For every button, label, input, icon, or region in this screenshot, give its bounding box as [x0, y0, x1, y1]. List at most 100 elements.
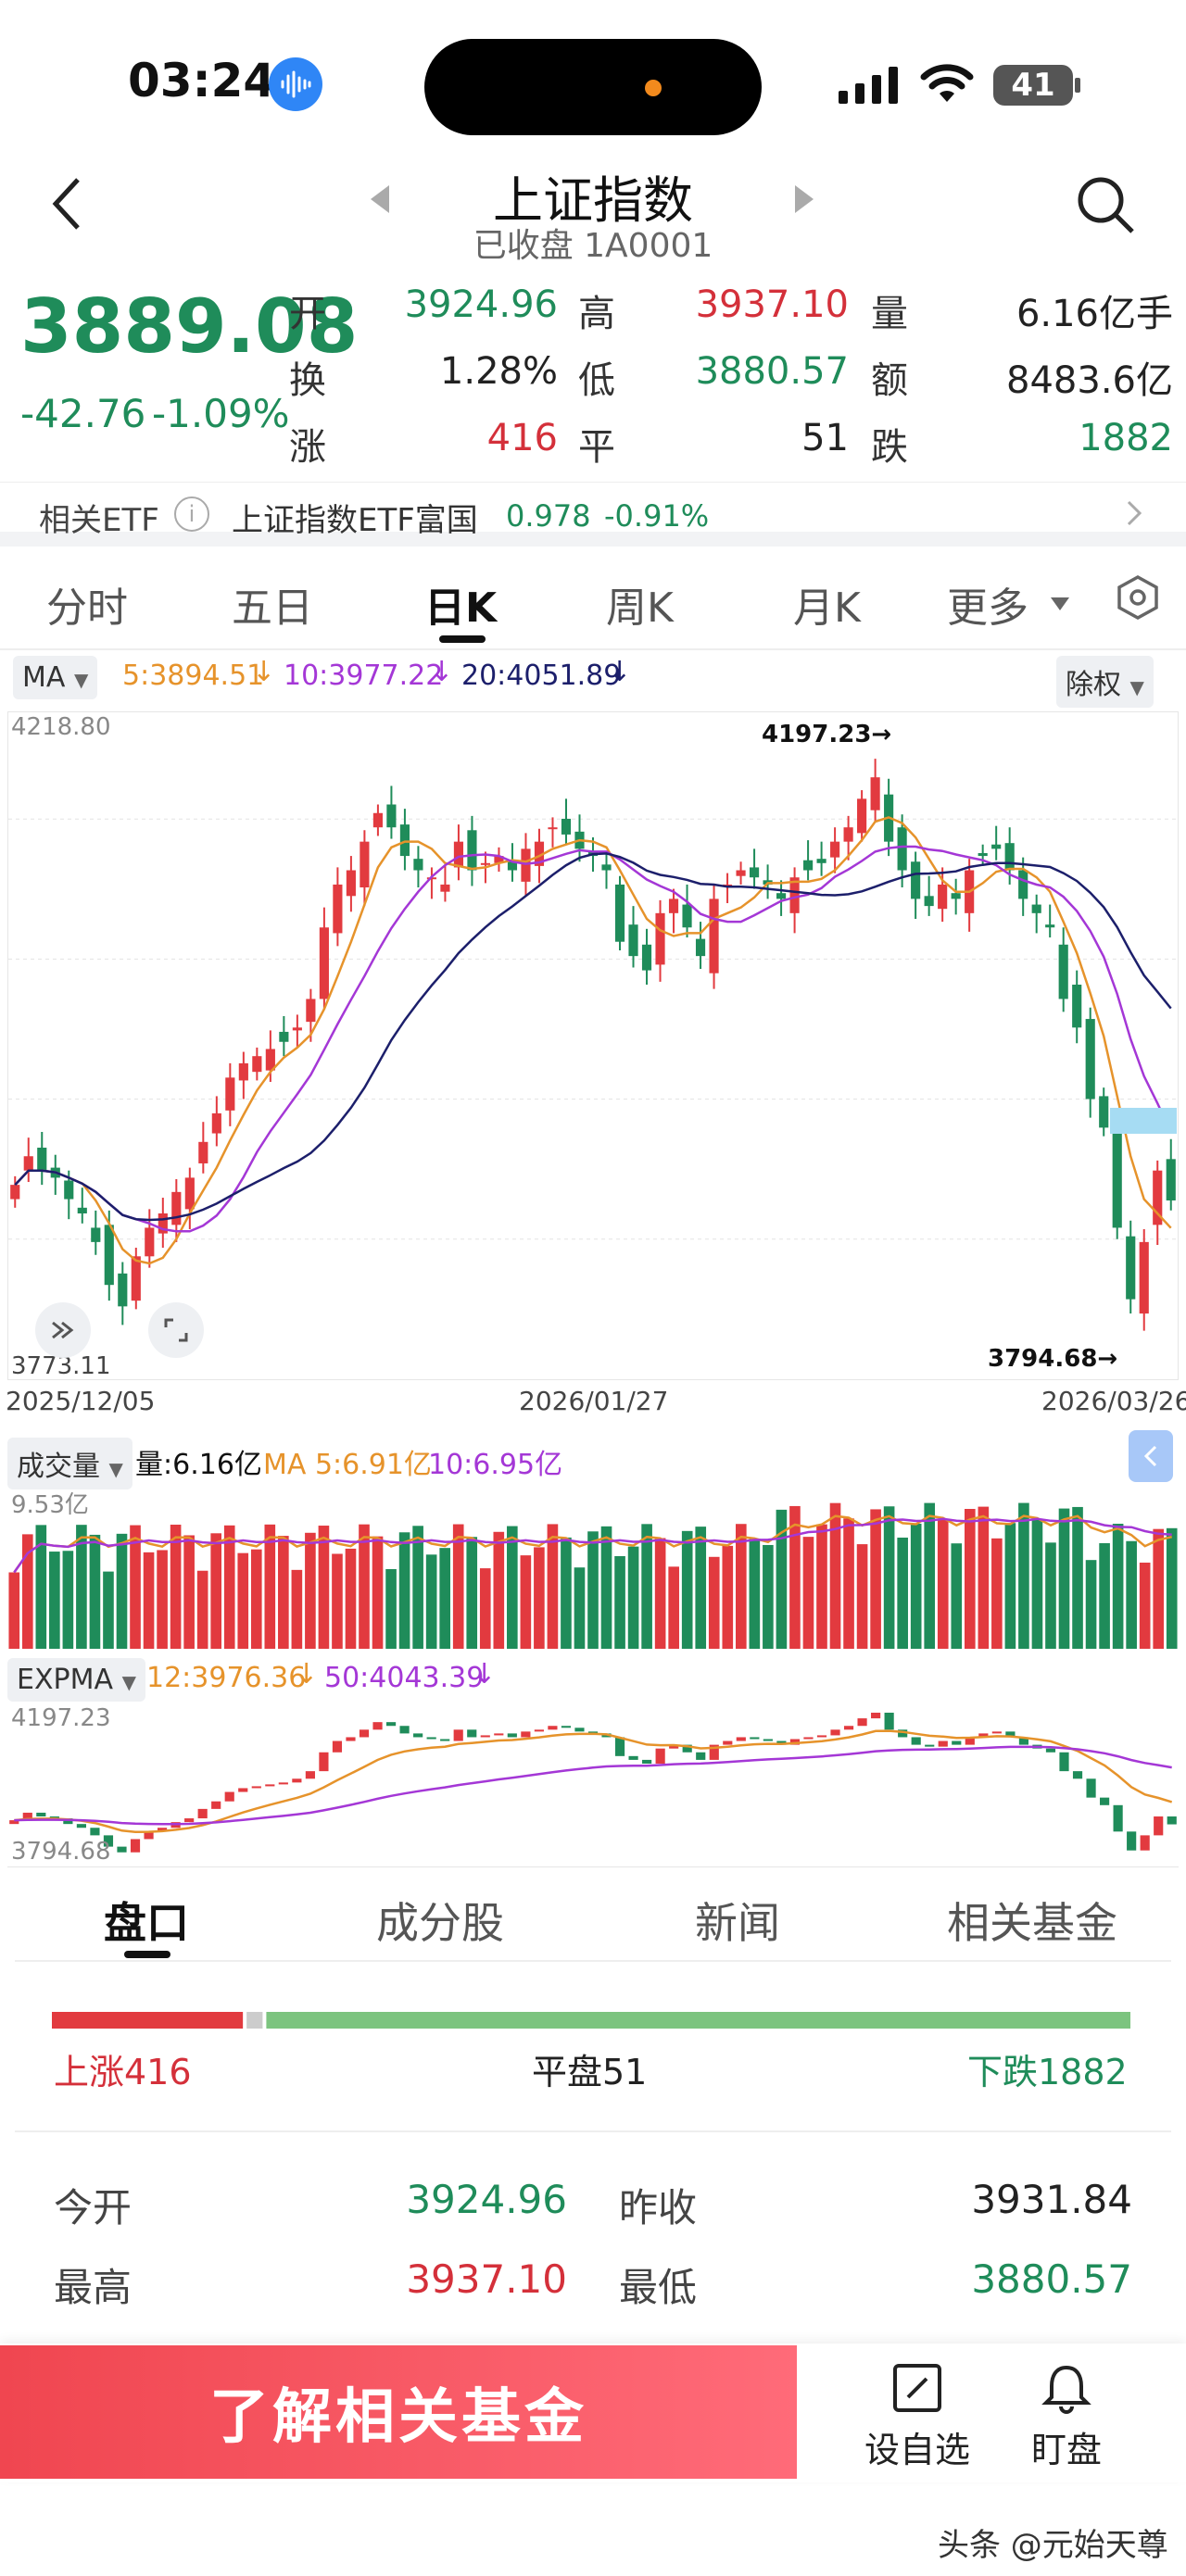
- volume-bar: [237, 1552, 249, 1649]
- ma-selector[interactable]: MA ▼: [13, 656, 98, 699]
- expma-candle: [265, 1784, 275, 1787]
- expma-candle: [1045, 1748, 1056, 1753]
- volume-bar: [547, 1524, 559, 1649]
- volume-ma10: 10:6.95亿: [428, 1449, 563, 1481]
- candle-body: [1099, 1096, 1109, 1128]
- candle-body: [399, 824, 410, 857]
- fullscreen-icon[interactable]: [148, 1302, 204, 1358]
- settings-hexagon-icon[interactable]: [1116, 574, 1160, 624]
- volume-bar: [1139, 1562, 1151, 1649]
- chevron-right-icon[interactable]: [1125, 498, 1143, 532]
- candle-body: [1112, 1130, 1122, 1228]
- candle-body: [507, 861, 518, 871]
- tab-more[interactable]: 更多: [947, 584, 1028, 632]
- expma-candle: [965, 1737, 975, 1745]
- candle-body: [1072, 985, 1082, 1028]
- volume-bar: [278, 1536, 289, 1649]
- volume-value: 量:6.16亿: [135, 1449, 262, 1481]
- search-icon[interactable]: [1075, 174, 1136, 239]
- expma-chart: [9, 1712, 1177, 1853]
- breadth-bar-graphic: [52, 2012, 1130, 2029]
- volume-bar: [345, 1548, 357, 1649]
- expma-candle: [399, 1726, 410, 1734]
- expma-candle: [696, 1752, 706, 1760]
- tab-daily-k[interactable]: 日K: [424, 584, 498, 632]
- expma-candle: [63, 1818, 73, 1825]
- expma-selector[interactable]: EXPMA ▼: [7, 1658, 145, 1702]
- candle-body: [722, 884, 733, 886]
- adjust-selector[interactable]: 除权 ▼: [1056, 656, 1154, 708]
- expand-icon[interactable]: [35, 1302, 91, 1358]
- candle-body: [1085, 1019, 1095, 1100]
- volume-bar: [116, 1533, 128, 1649]
- candle-body: [548, 827, 558, 830]
- detail-low-value: 3880.57: [971, 2256, 1132, 2302]
- expma-chart-area[interactable]: [7, 1701, 1179, 1867]
- volume-bar: [749, 1539, 761, 1649]
- candle-body: [171, 1191, 182, 1225]
- breadth-up: 上涨416: [54, 2052, 192, 2092]
- expma-candle: [1072, 1771, 1083, 1779]
- back-icon[interactable]: [48, 176, 85, 235]
- watermark: 头条 @元始天尊: [938, 2527, 1168, 2564]
- volume-selector[interactable]: 成交量 ▼: [7, 1438, 132, 1489]
- tab-intraday[interactable]: 分时: [46, 584, 128, 632]
- candle-body: [252, 1056, 262, 1073]
- volume-bar: [654, 1538, 666, 1649]
- candle-body: [1166, 1159, 1176, 1200]
- candle-body: [830, 841, 840, 858]
- tab-weekly-k[interactable]: 周K: [606, 584, 674, 632]
- breadth-down: 下跌1882: [967, 2052, 1128, 2092]
- prev-stock-icon[interactable]: [369, 183, 391, 219]
- volume-bar: [520, 1555, 532, 1649]
- ma-line: [14, 852, 1172, 1222]
- candle-body: [924, 896, 934, 907]
- expma-candle: [251, 1786, 261, 1789]
- volume-bar: [587, 1531, 599, 1649]
- expma-candle: [763, 1739, 773, 1741]
- volume-bar: [76, 1525, 87, 1649]
- candle-body: [1139, 1241, 1149, 1314]
- expma-candle: [36, 1812, 46, 1817]
- volume-bar: [170, 1525, 182, 1649]
- candle-body: [668, 898, 679, 913]
- monitor-button[interactable]: 盯盘: [1006, 2362, 1127, 2473]
- volume-chart-area[interactable]: [7, 1482, 1179, 1649]
- learn-funds-button[interactable]: 了解相关基金: [0, 2345, 797, 2479]
- info-icon[interactable]: i: [174, 496, 209, 532]
- tab-news[interactable]: 新闻: [695, 1898, 780, 1948]
- expma-candle: [642, 1759, 652, 1764]
- flat-count-value: 51: [801, 417, 849, 459]
- expma-candle: [816, 1735, 827, 1738]
- expma-candle: [507, 1733, 517, 1738]
- related-etf-row[interactable]: [0, 482, 1186, 547]
- next-stock-icon[interactable]: [793, 183, 815, 219]
- expma-line: [14, 1745, 1172, 1826]
- volume-bar: [372, 1536, 384, 1649]
- active-bottom-tab-indicator: [124, 1951, 170, 1958]
- expma-candle: [319, 1752, 329, 1772]
- expma-candle: [144, 1831, 154, 1840]
- volume-bar: [924, 1502, 936, 1649]
- tab-constituents[interactable]: 成分股: [376, 1898, 504, 1948]
- tab-order-book[interactable]: 盘口: [104, 1898, 189, 1948]
- expma-candle: [494, 1733, 504, 1736]
- collapse-panel-icon[interactable]: [1129, 1430, 1173, 1482]
- expma-candle: [238, 1788, 248, 1792]
- tab-related-funds[interactable]: 相关基金: [947, 1898, 1117, 1948]
- kline-chart-area[interactable]: [7, 711, 1179, 1380]
- candle-body: [333, 884, 343, 934]
- volume-bar: [776, 1509, 788, 1649]
- candle-body: [682, 904, 692, 928]
- expma-candle: [1018, 1737, 1029, 1745]
- expma-candle: [978, 1733, 989, 1738]
- add-watchlist-button[interactable]: 设自选: [852, 2362, 982, 2473]
- tab-monthly-k[interactable]: 月K: [793, 584, 861, 632]
- tab-five-day[interactable]: 五日: [232, 584, 313, 632]
- ma20-value: 20:4051.89: [461, 660, 622, 692]
- flat-count-label: 平: [578, 426, 615, 469]
- expma-candle: [305, 1771, 315, 1779]
- expma-candle: [521, 1731, 531, 1738]
- volume-bar: [1058, 1508, 1070, 1649]
- volume-bar: [385, 1568, 397, 1649]
